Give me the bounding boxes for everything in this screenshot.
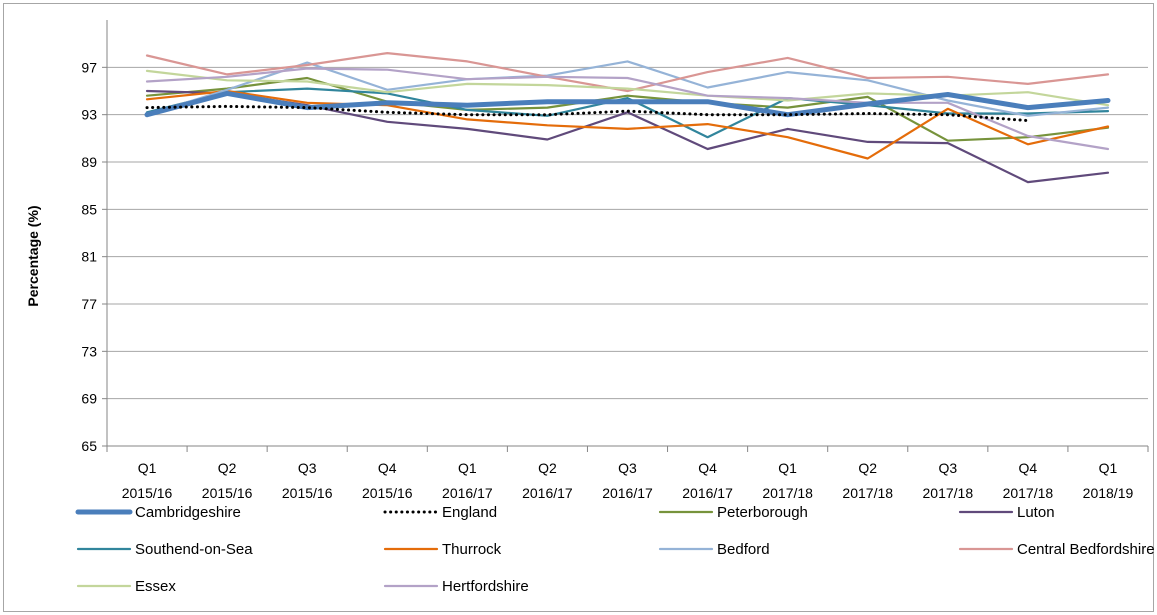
x-tick-label: Q1: [778, 460, 797, 476]
legend-thurrock: Thurrock: [383, 541, 502, 558]
legend-central-bedfordshire: Central Bedfordshire: [958, 541, 1155, 558]
y-tick-labels: 65 69 73 77 81 85 89 93 97: [81, 59, 97, 454]
x-tick-label: 2016/17: [522, 485, 573, 501]
x-tick-label: 2017/18: [923, 485, 974, 501]
x-tick-label: Q1: [138, 460, 157, 476]
y-tick-label: 77: [81, 296, 97, 312]
x-tick-label: 2016/17: [442, 485, 493, 501]
legend-label: Luton: [1017, 504, 1055, 521]
x-tick-label: 2015/16: [202, 485, 253, 501]
x-tick-label: 2018/19: [1083, 485, 1134, 501]
legend-label: Southend-on-Sea: [135, 541, 253, 558]
x-tick-label: Q2: [858, 460, 877, 476]
legend-label: Peterborough: [717, 504, 808, 521]
legend-label: England: [442, 504, 497, 521]
series-line-thurrock: [145, 89, 1110, 160]
legend-luton: Luton: [958, 504, 1055, 521]
legend: Cambridgeshire England Peterborough Luton So…: [75, 504, 1155, 595]
x-tick-label: 2017/18: [842, 485, 893, 501]
legend-essex: Essex: [76, 578, 176, 595]
x-tick-labels: Q1 2015/16 Q2 2015/16 Q3 2015/16 Q4 2015/16 Q1 20…: [122, 460, 1134, 501]
series-line-peterborough: [145, 76, 1110, 142]
series-line-central-bedfordshire: [145, 51, 1110, 93]
series-line-cambridgeshire: [144, 90, 1111, 118]
x-tick-label: 2016/17: [682, 485, 733, 501]
x-tick-label: Q2: [218, 460, 237, 476]
legend-southend-on-sea: Southend-on-Sea: [76, 541, 253, 558]
y-tick-label: 89: [81, 154, 97, 170]
x-tick-label: Q1: [1099, 460, 1118, 476]
x-tick-label: Q4: [698, 460, 717, 476]
legend-label: Thurrock: [442, 541, 502, 558]
legend-label: Bedford: [717, 541, 770, 558]
axes: [102, 20, 1149, 452]
y-tick-label: 65: [81, 438, 97, 454]
x-tick-label: 2017/18: [1003, 485, 1054, 501]
x-tick-label: 2016/17: [602, 485, 653, 501]
y-tick-label: 73: [81, 343, 97, 359]
legend-label: Hertfordshire: [442, 578, 529, 595]
series-lines: [144, 51, 1111, 184]
x-tick-label: Q4: [378, 460, 397, 476]
x-tick-label: Q3: [618, 460, 637, 476]
series-line-hertfordshire: [145, 67, 1110, 151]
legend-bedford: Bedford: [658, 541, 770, 558]
legend-label: Cambridgeshire: [135, 504, 241, 521]
x-tick-label: 2017/18: [762, 485, 813, 501]
legend-label: Essex: [135, 578, 176, 595]
legend-cambridgeshire: Cambridgeshire: [75, 504, 241, 521]
series-line-bedford: [145, 60, 1110, 117]
y-tick-label: 85: [81, 201, 97, 217]
legend-england: England: [383, 504, 497, 521]
legend-peterborough: Peterborough: [658, 504, 808, 521]
x-tick-label: Q2: [538, 460, 557, 476]
y-axis-title: Percentage (%): [25, 205, 41, 306]
legend-hertfordshire: Hertfordshire: [383, 578, 529, 595]
x-tick-label: Q1: [458, 460, 477, 476]
y-tick-label: 69: [81, 391, 97, 407]
y-tick-label: 97: [81, 59, 97, 75]
y-tick-label: 81: [81, 249, 97, 265]
legend-label: Central Bedfordshire: [1017, 541, 1155, 558]
x-tick-label: 2015/16: [362, 485, 413, 501]
x-tick-label: Q3: [298, 460, 317, 476]
series-line-england: [145, 104, 1030, 123]
x-tick-label: Q4: [1019, 460, 1038, 476]
x-tick-label: 2015/16: [122, 485, 173, 501]
x-tick-label: Q3: [938, 460, 957, 476]
y-tick-label: 93: [81, 107, 97, 123]
x-tick-label: 2015/16: [282, 485, 333, 501]
